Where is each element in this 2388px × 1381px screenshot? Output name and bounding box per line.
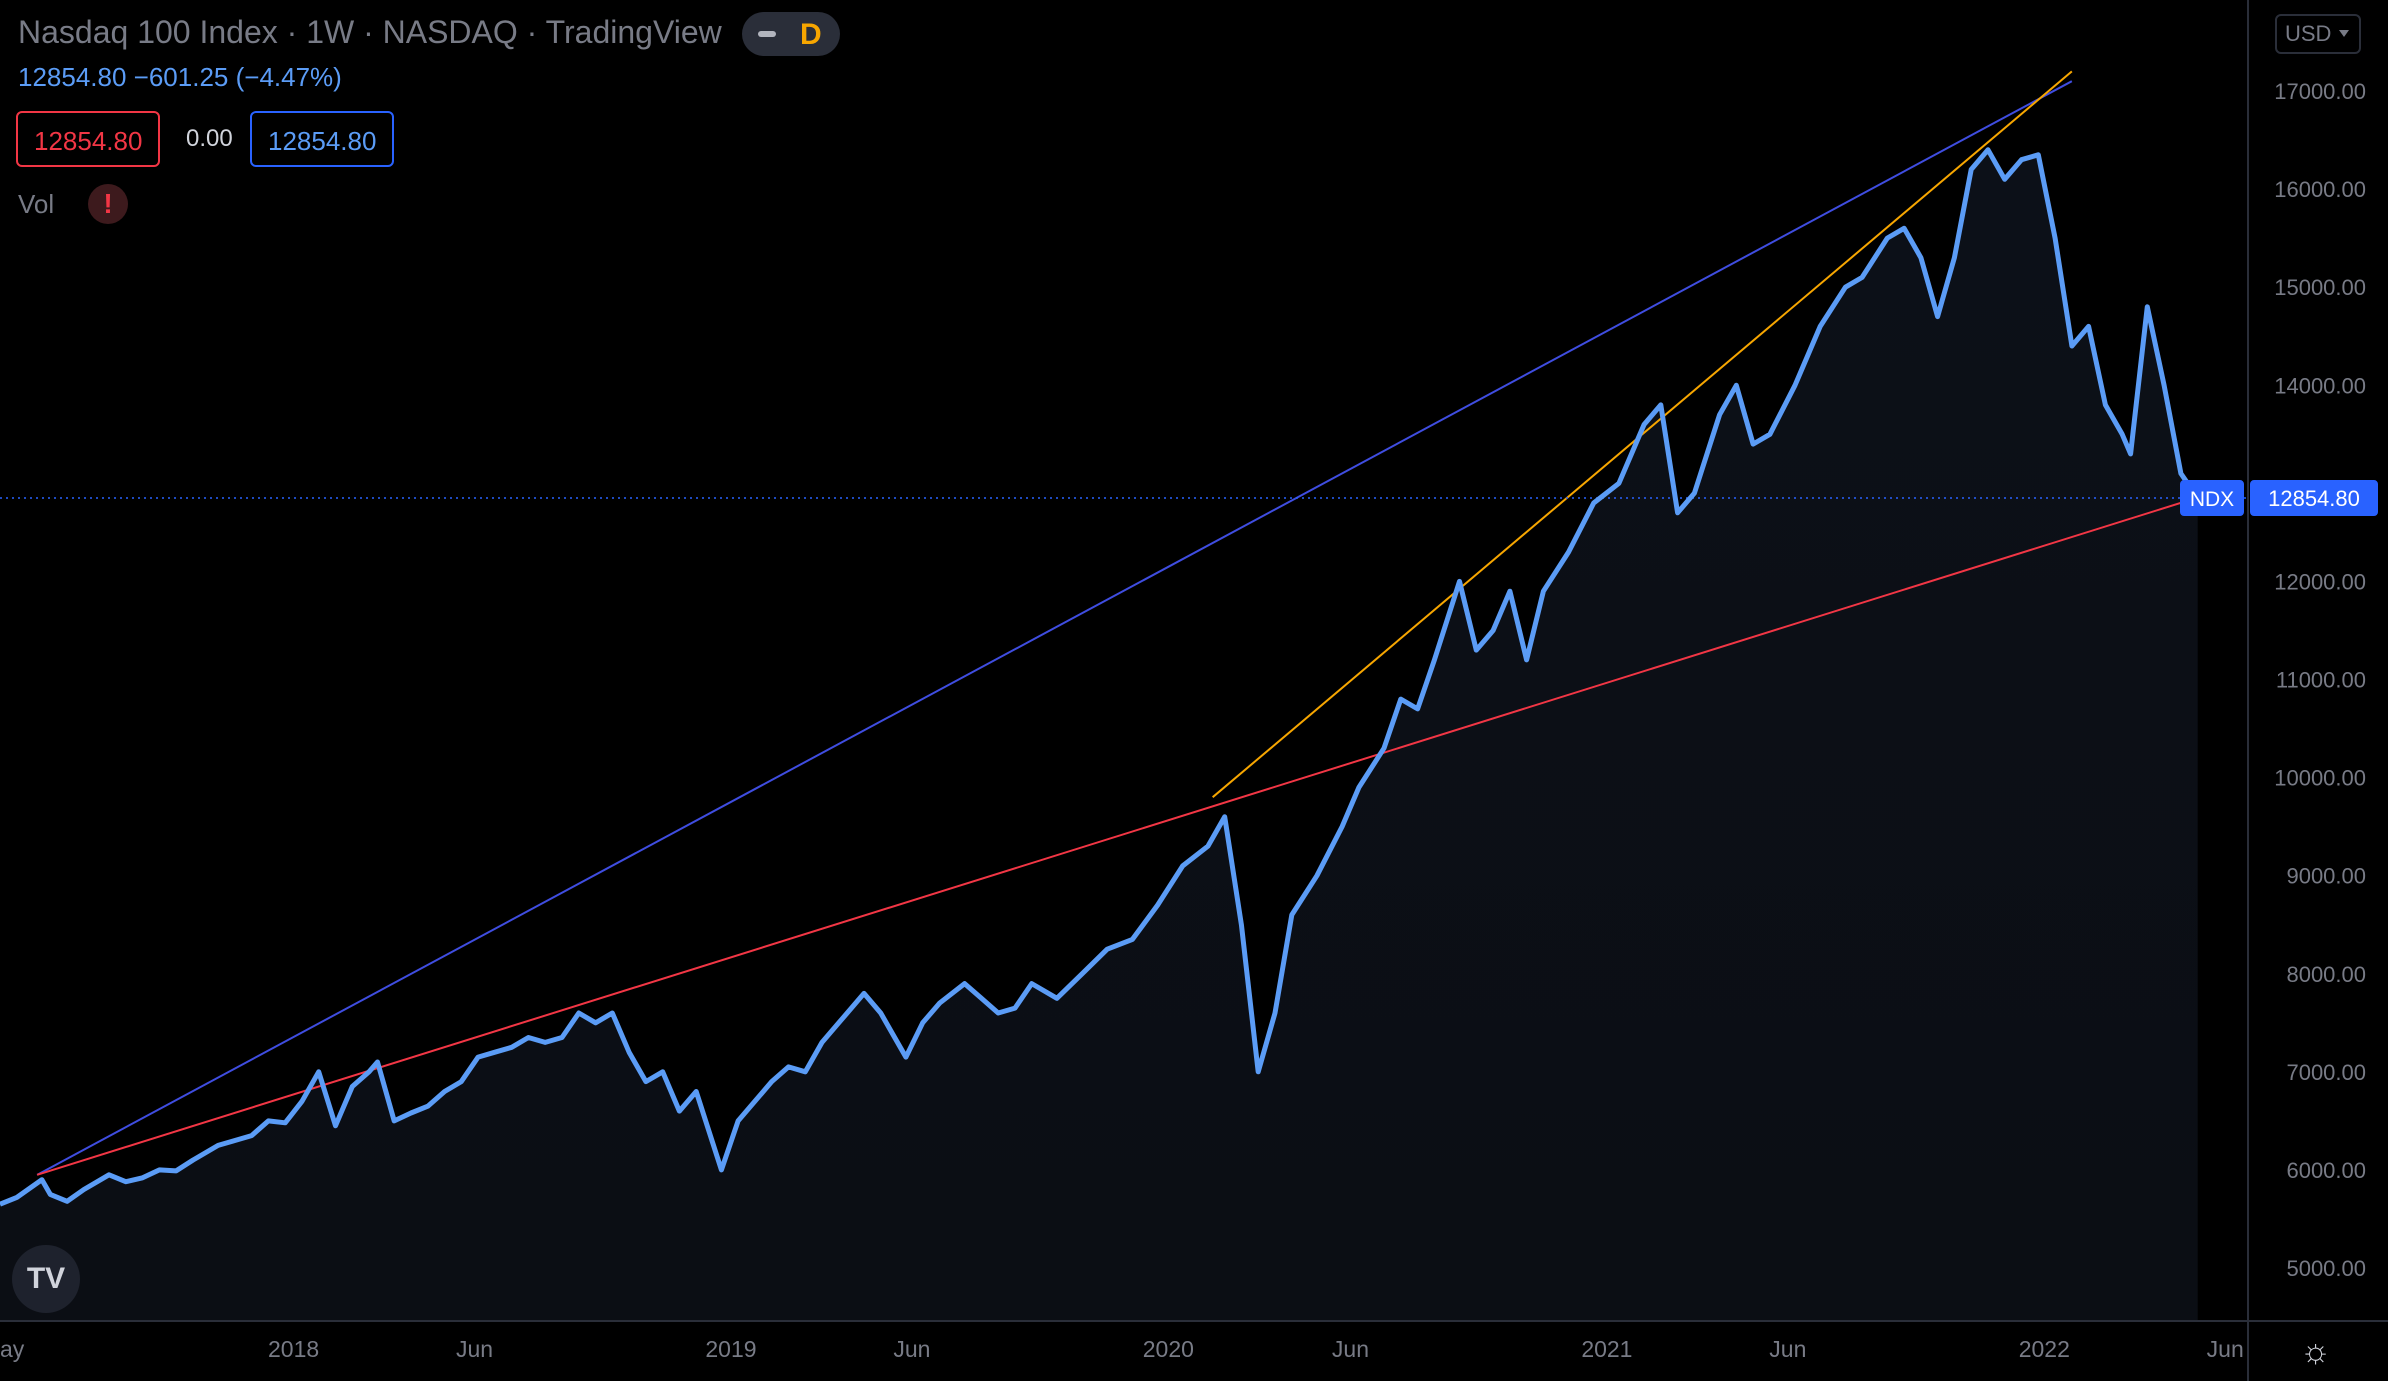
price-area-fill xyxy=(0,149,2198,1321)
x-tick-label: Jun xyxy=(1332,1336,1369,1362)
y-tick-label: 10000.00 xyxy=(2274,766,2366,791)
y-tick-label: 8000.00 xyxy=(2286,962,2366,987)
x-tick-label: Jun xyxy=(893,1336,930,1362)
chart-title: Nasdaq 100 Index · 1W · NASDAQ · Trading… xyxy=(18,14,722,50)
ask-price-button[interactable]: 12854.80 xyxy=(250,111,395,167)
symbol-label: NDX xyxy=(2190,488,2234,511)
y-tick-label: 16000.00 xyxy=(2274,177,2366,202)
y-tick-label: 17000.00 xyxy=(2274,79,2366,104)
x-tick-label: 2020 xyxy=(1143,1336,1194,1362)
y-tick-label: 7000.00 xyxy=(2286,1060,2366,1085)
y-tick-label: 11000.00 xyxy=(2276,668,2366,693)
price-series-line[interactable] xyxy=(0,147,2200,1207)
tradingview-logo-icon[interactable]: TV xyxy=(12,1245,80,1313)
gear-icon[interactable]: ☼ xyxy=(2300,1332,2332,1370)
x-tick-label: 2021 xyxy=(1581,1336,1632,1362)
y-tick-label: 5000.00 xyxy=(2286,1256,2366,1281)
price-change-quote: 12854.80 −601.25 (−4.47%) xyxy=(18,62,342,92)
currency-select[interactable]: USD xyxy=(2275,14,2361,54)
minus-icon xyxy=(758,31,776,37)
x-tick-label: Jun xyxy=(1769,1336,1806,1362)
y-tick-label: 9000.00 xyxy=(2286,864,2366,889)
volume-label: Vol xyxy=(18,189,55,219)
spread-value: 0.00 xyxy=(186,125,233,152)
bid-price-button[interactable]: 12854.80 xyxy=(16,111,161,167)
x-tick-label: 2019 xyxy=(705,1336,756,1362)
x-tick-label: 2022 xyxy=(2019,1336,2070,1362)
x-tick-label: Jun xyxy=(2207,1336,2244,1362)
x-tick-label: 2018 xyxy=(268,1336,319,1362)
last-value-label: 12854.80 xyxy=(2268,486,2360,511)
x-tick-label: Jun xyxy=(456,1336,493,1362)
interval-badge[interactable]: D xyxy=(742,12,840,56)
y-tick-label: 15000.00 xyxy=(2274,275,2366,300)
trendline-lower_trend[interactable] xyxy=(36,496,2198,1176)
y-tick-label: 14000.00 xyxy=(2274,373,2366,398)
y-tick-label: 12000.00 xyxy=(2274,569,2366,594)
trendline-upper_trend[interactable] xyxy=(36,80,2073,1176)
warning-icon[interactable]: ! xyxy=(88,184,128,224)
badge-letter: D xyxy=(800,18,822,51)
last-value-marker: NDX 12854.80 xyxy=(2180,480,2378,517)
x-tick-label: ay xyxy=(0,1336,25,1362)
y-tick-label: 6000.00 xyxy=(2286,1158,2366,1183)
